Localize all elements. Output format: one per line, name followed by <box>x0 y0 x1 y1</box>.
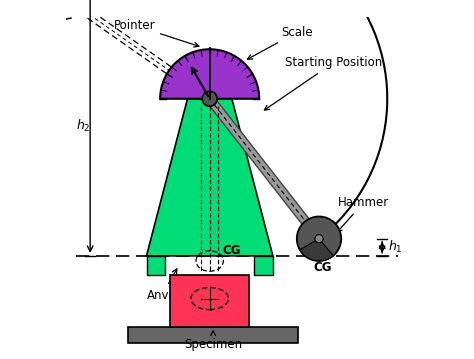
Wedge shape <box>300 239 333 261</box>
Text: $h_2$: $h_2$ <box>76 118 91 134</box>
Polygon shape <box>146 99 273 256</box>
Circle shape <box>315 234 323 243</box>
Text: Scale: Scale <box>247 25 313 59</box>
Text: CG: CG <box>223 244 241 257</box>
Bar <box>171 275 249 327</box>
Text: Anvil: Anvil <box>147 269 177 302</box>
Circle shape <box>202 91 217 106</box>
Text: CG: CG <box>313 261 332 274</box>
Text: Pointer: Pointer <box>113 19 199 47</box>
Text: End of
Swing: End of Swing <box>0 358 1 359</box>
Text: Starting Position: Starting Position <box>264 56 382 110</box>
Polygon shape <box>206 96 322 242</box>
Circle shape <box>297 216 341 261</box>
Wedge shape <box>160 49 259 99</box>
Text: Specimen: Specimen <box>184 331 242 351</box>
Text: Hammer: Hammer <box>337 196 389 232</box>
Bar <box>146 256 165 275</box>
Bar <box>128 327 299 343</box>
Bar <box>254 256 273 275</box>
Text: $h_1$: $h_1$ <box>388 239 402 255</box>
